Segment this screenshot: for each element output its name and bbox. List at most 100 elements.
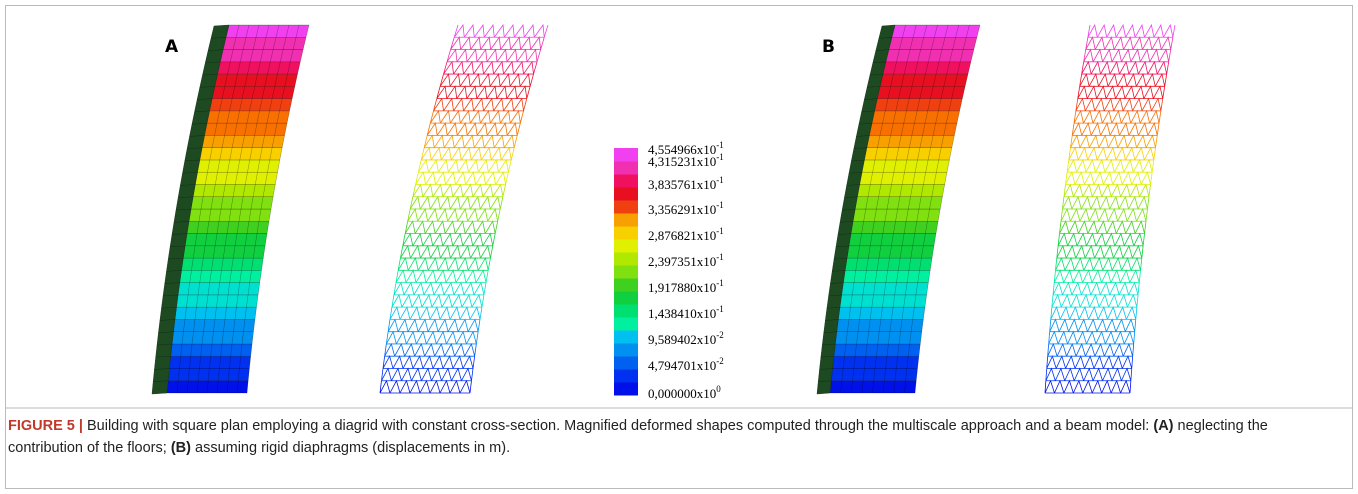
grid-line — [933, 172, 937, 185]
grid-line — [213, 245, 216, 259]
side-face — [162, 282, 180, 297]
colorbar-band — [614, 187, 638, 201]
grid-line — [944, 24, 949, 38]
diagrid-band — [423, 134, 518, 149]
grid-line — [224, 74, 228, 87]
grid-line — [863, 208, 867, 222]
colorbar-band — [614, 356, 638, 370]
grid-line — [936, 159, 939, 173]
grid-line — [912, 307, 915, 320]
side-face — [830, 270, 846, 284]
grid-line — [853, 270, 856, 283]
grid-line — [227, 282, 230, 295]
grid-line — [267, 61, 271, 75]
colorbar-band — [614, 317, 638, 331]
diagrid-band — [1077, 85, 1166, 99]
grid-line — [237, 159, 240, 173]
grid-line — [882, 221, 886, 234]
grid-line — [914, 110, 918, 124]
grid-line — [872, 221, 875, 234]
grid-line — [866, 331, 869, 344]
grid-line — [892, 294, 895, 308]
diagrid-band — [429, 109, 524, 124]
grid-line — [891, 172, 895, 185]
grid-line — [239, 98, 243, 111]
grid-line — [859, 233, 862, 246]
legend-label: 2,876821x10-1 — [648, 226, 724, 243]
grid-line — [871, 294, 874, 308]
diagrid-band — [1056, 244, 1144, 259]
colorbar-band — [614, 382, 638, 396]
grid-line — [242, 37, 247, 50]
colorbar-band — [614, 304, 638, 318]
grid-line — [861, 221, 864, 234]
exponent: -2 — [716, 356, 724, 366]
grid-line — [208, 208, 212, 222]
grid-line — [187, 282, 190, 295]
diagrid-band — [1044, 379, 1132, 394]
side-face — [828, 282, 844, 297]
grid-line — [899, 184, 903, 197]
grid-line — [219, 270, 222, 283]
grid-line — [893, 380, 896, 394]
diagrid-band — [1062, 195, 1150, 210]
grid-line — [196, 294, 199, 308]
side-face — [818, 368, 833, 382]
grid-line — [275, 24, 280, 38]
colorbar-band — [614, 148, 638, 162]
grid-line — [272, 37, 277, 50]
diagrid-band — [1066, 158, 1155, 173]
grid-line — [236, 221, 240, 234]
grid-line — [229, 356, 231, 369]
grid-line — [890, 74, 894, 87]
grid-line — [876, 196, 879, 210]
side-face — [166, 257, 184, 272]
grid-line — [923, 172, 926, 185]
grid-line — [203, 319, 206, 332]
grid-line — [204, 233, 208, 246]
grid-line — [852, 282, 855, 295]
side-face — [826, 294, 842, 309]
grid-line — [925, 159, 929, 173]
mantissa: 4,315231x10 — [648, 154, 716, 169]
grid-line — [886, 196, 890, 210]
diagrid-band — [404, 220, 499, 234]
diagrid-band — [393, 281, 487, 296]
colorbar — [614, 148, 638, 396]
grid-line — [901, 74, 905, 87]
side-face — [835, 233, 852, 248]
diagrid-band — [1071, 122, 1160, 136]
grid-line — [231, 135, 235, 148]
mantissa: 2,876821x10 — [648, 228, 716, 243]
grid-line — [909, 135, 913, 148]
grid-line — [893, 110, 897, 124]
grid-line — [895, 98, 899, 111]
grid-line — [923, 24, 928, 38]
diagrid-band — [379, 379, 472, 394]
grid-line — [897, 343, 900, 357]
side-face — [848, 159, 865, 174]
legend-label: 2,397351x10-1 — [648, 252, 724, 269]
grid-line — [877, 135, 881, 148]
grid-line — [885, 98, 889, 111]
grid-line — [864, 270, 867, 283]
grid-line — [214, 307, 217, 320]
colorbar-band — [614, 265, 638, 279]
grid-line — [235, 172, 238, 185]
grid-line — [905, 282, 908, 295]
grid-line — [236, 294, 239, 308]
grid-line — [244, 307, 247, 320]
grid-line — [226, 380, 229, 394]
side-face — [177, 184, 196, 198]
grid-line — [888, 331, 891, 344]
diagrid-band — [385, 330, 479, 345]
grid-line — [190, 343, 193, 357]
grid-line — [249, 270, 252, 283]
grid-line — [864, 356, 866, 369]
grid-line — [896, 49, 900, 62]
grid-line — [209, 147, 213, 160]
grid-line — [840, 380, 843, 394]
diagrid-band — [382, 355, 476, 369]
grid-line — [269, 147, 273, 160]
